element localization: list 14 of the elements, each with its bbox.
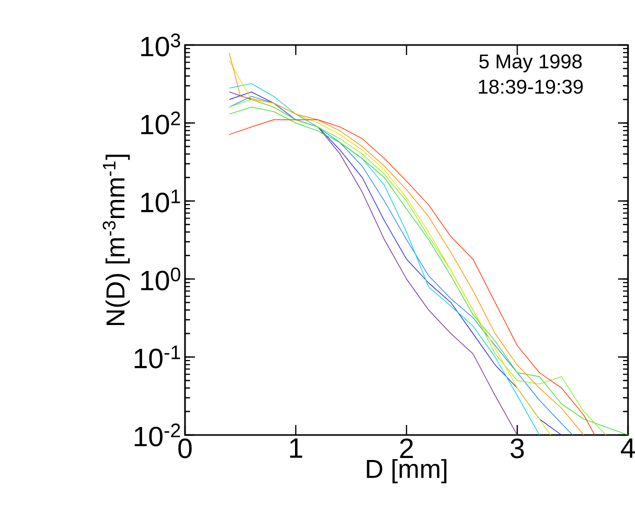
x-tick-label: 2	[400, 438, 413, 458]
y-tick-label: 10$^{3}$	[141, 34, 180, 56]
y-tick-label: 10$^{0}$	[141, 268, 180, 290]
y-tick-label: 10$^{-1}$	[134, 346, 180, 368]
x-tick-label: 0	[178, 438, 192, 458]
x-tick-label: 3	[510, 438, 524, 458]
y-tick-label: 10$^{2}$	[141, 112, 180, 134]
y-tick-label: 10$^{1}$	[141, 190, 180, 212]
y-axis-title: N(D) [m$^{-3}$mm$^{-1}$]	[102, 154, 130, 325]
x-tick-label: 1	[290, 438, 302, 458]
annotation: 18:39-19:39	[478, 80, 583, 94]
annotation: 5 May 1998	[479, 54, 582, 72]
x-tick-label: 4	[620, 438, 635, 458]
x-axis-title: D [mm]	[366, 459, 446, 484]
